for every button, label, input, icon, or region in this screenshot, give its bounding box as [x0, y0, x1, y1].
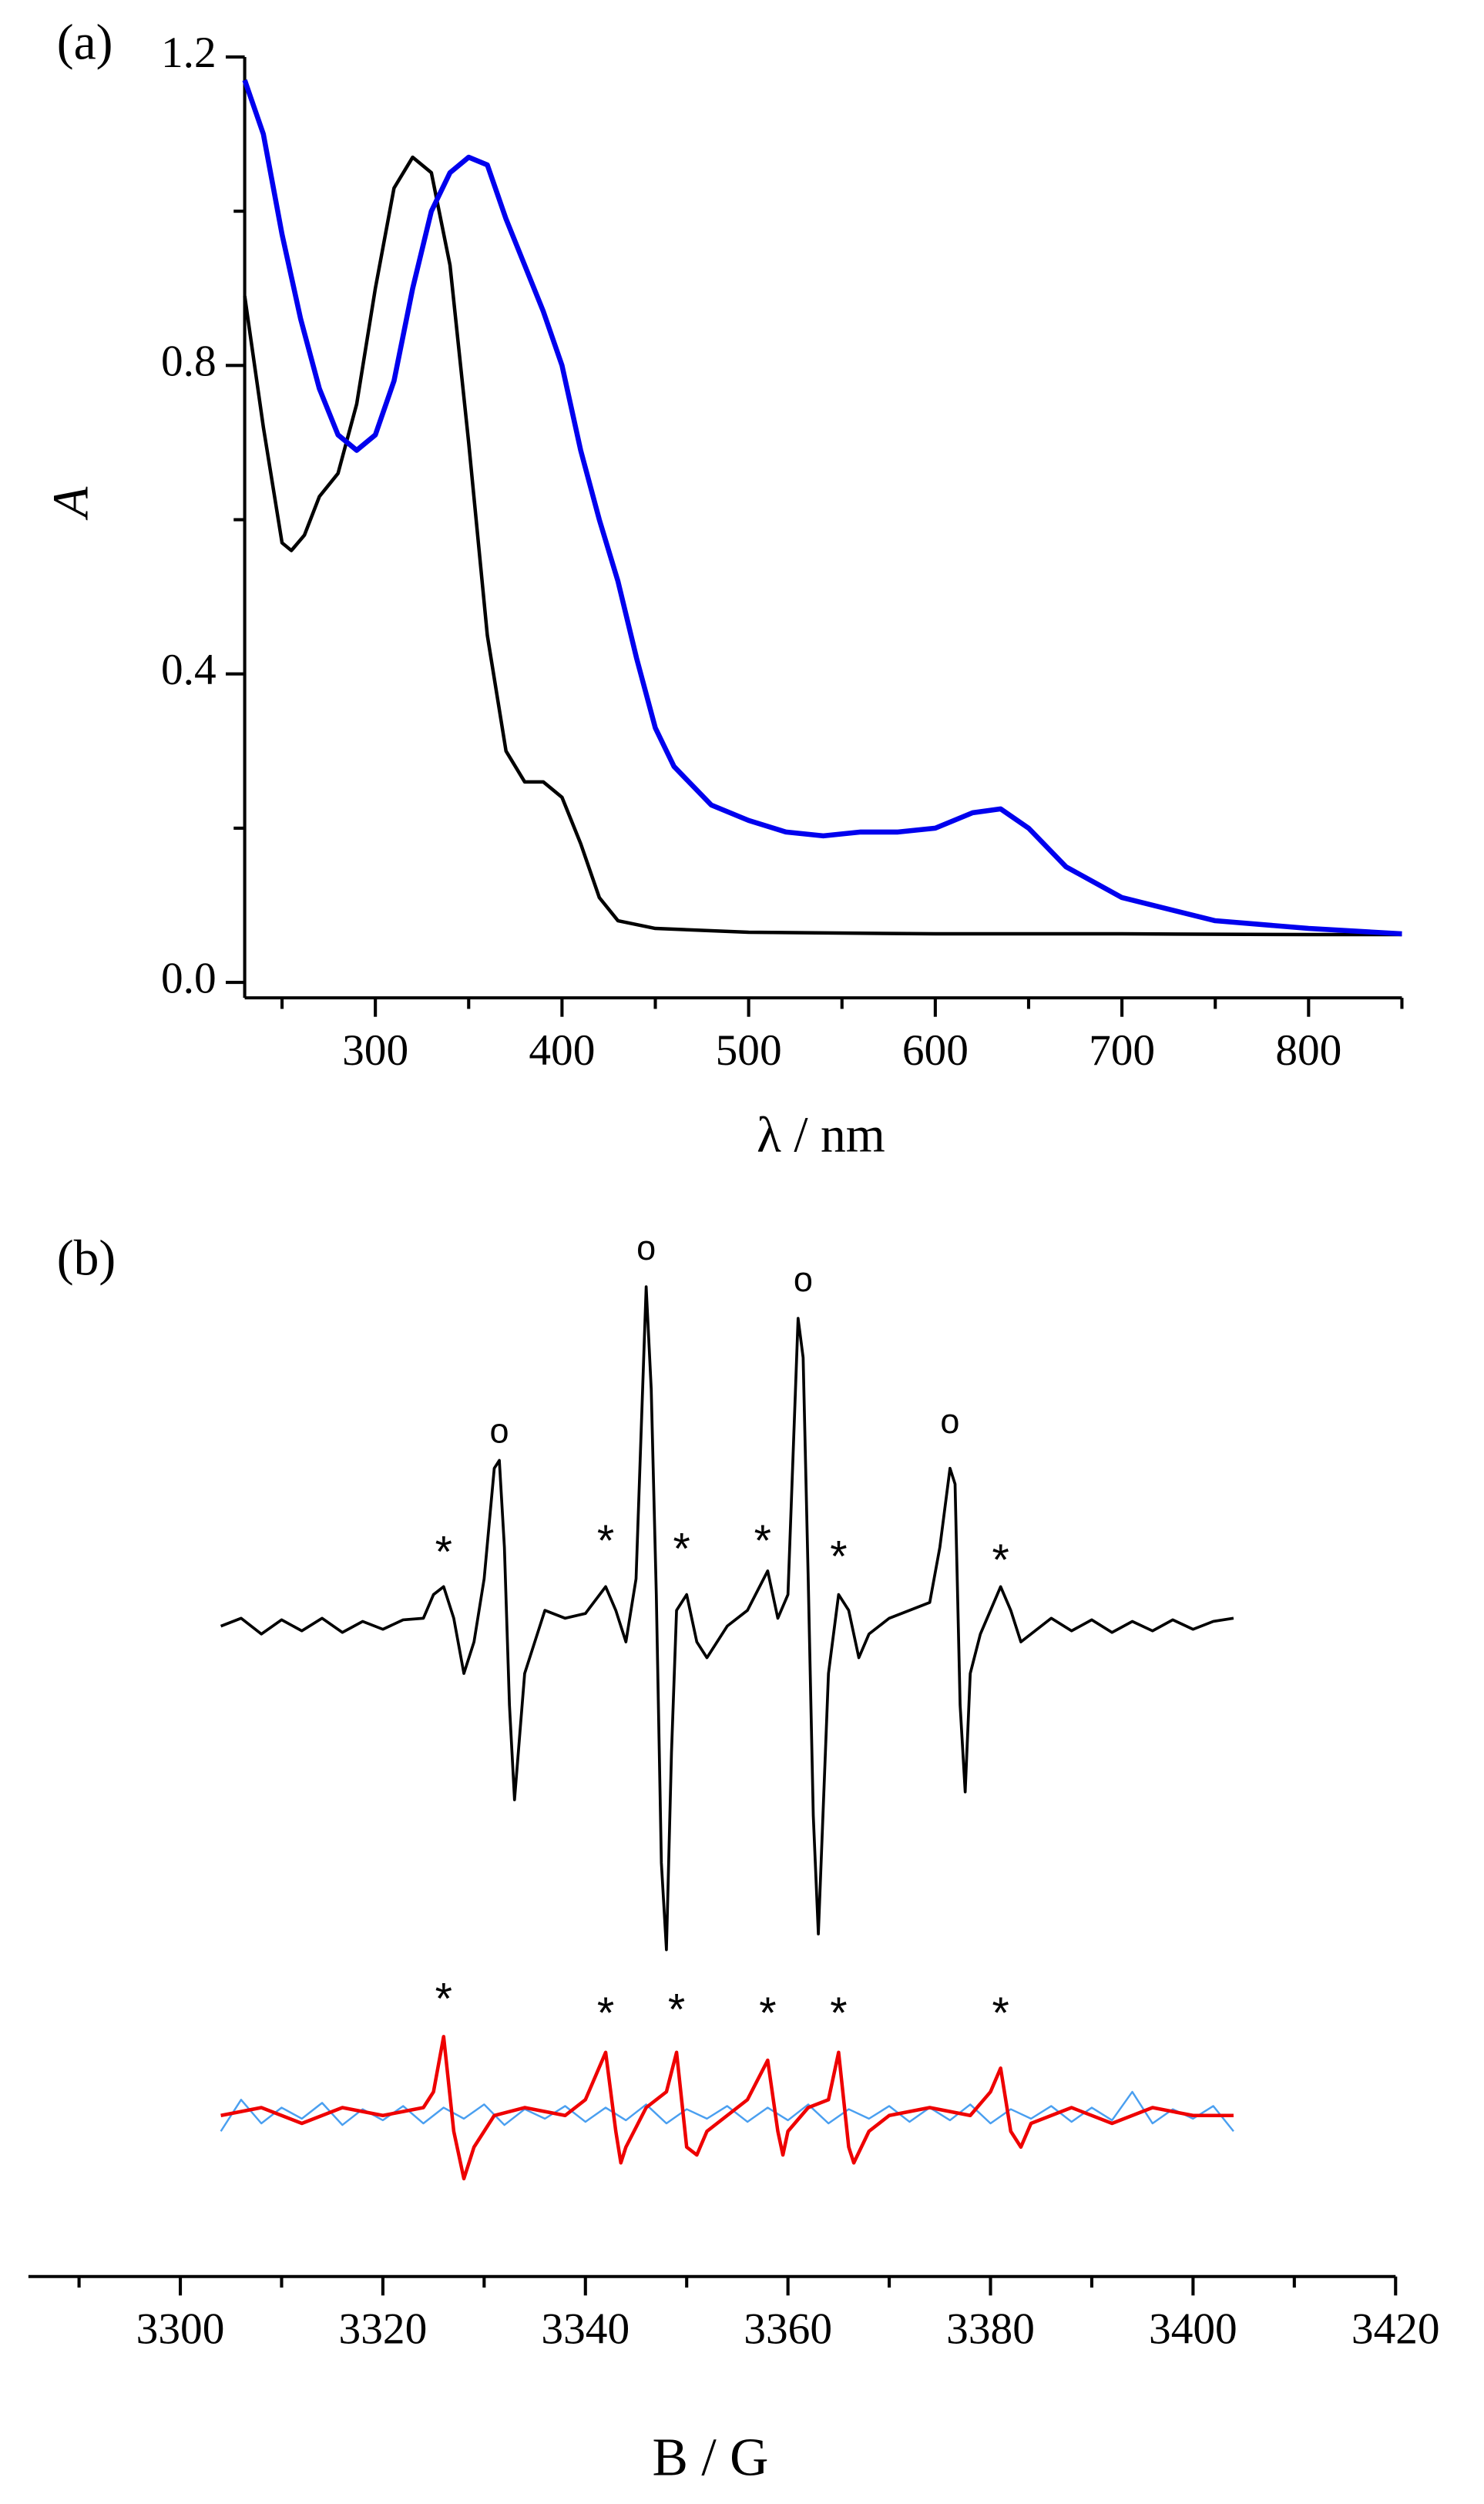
- annotation: o: [794, 1260, 813, 1299]
- y-tick-label: 0.0: [161, 954, 217, 1002]
- y-axis-label: A: [43, 486, 99, 521]
- annotation: *: [992, 1536, 1009, 1585]
- annotation: *: [754, 1516, 771, 1566]
- series-line: [220, 2035, 1234, 2180]
- x-tick-label: 3420: [1351, 2305, 1440, 2354]
- annotation: *: [597, 1516, 614, 1566]
- x-tick-label: 3380: [946, 2305, 1035, 2354]
- annotation: *: [830, 1989, 847, 2038]
- x-tick-label: 800: [1275, 1026, 1341, 1075]
- y-tick-label: 0.4: [161, 646, 217, 694]
- annotation: *: [759, 1989, 776, 2038]
- series-line: [220, 1285, 1234, 1952]
- annotation: o: [940, 1401, 959, 1441]
- x-tick-label: 3300: [136, 2305, 225, 2354]
- y-tick-label: 0.8: [161, 337, 217, 386]
- x-tick-label: 700: [1089, 1026, 1155, 1075]
- x-tick-label: 3340: [541, 2305, 630, 2354]
- annotation: *: [673, 1524, 690, 1573]
- panel-label: (a): [57, 15, 113, 71]
- x-tick-label: 600: [902, 1026, 969, 1075]
- annotation: o: [490, 1411, 509, 1451]
- series-line: [243, 155, 1402, 937]
- x-axis-label: B / G: [653, 2428, 769, 2488]
- series-line: [242, 79, 1402, 937]
- annotation: *: [830, 1532, 847, 1582]
- x-tick-label: 300: [342, 1026, 408, 1075]
- annotation: o: [636, 1228, 656, 1267]
- annotation: *: [992, 1989, 1009, 2038]
- y-tick-label: 1.2: [161, 29, 217, 77]
- annotation: *: [435, 1974, 452, 2023]
- annotation: *: [597, 1989, 614, 2038]
- x-tick-label: 400: [529, 1026, 595, 1075]
- x-tick-label: 3320: [339, 2305, 428, 2354]
- annotation: *: [668, 1985, 685, 2035]
- x-axis-label: λ / nm: [757, 1108, 885, 1163]
- panel-label: (b): [57, 1230, 116, 1286]
- x-tick-label: 3400: [1149, 2305, 1237, 2354]
- x-tick-label: 3360: [744, 2305, 832, 2354]
- annotation: *: [435, 1528, 452, 1577]
- x-tick-label: 500: [716, 1026, 782, 1075]
